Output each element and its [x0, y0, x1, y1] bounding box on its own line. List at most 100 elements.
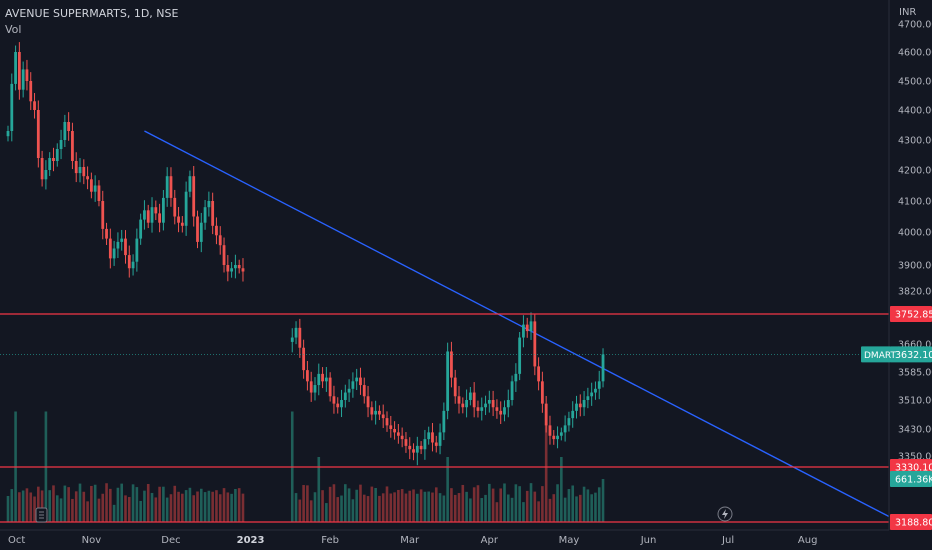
candle-body	[324, 377, 328, 382]
volume-bar	[97, 498, 101, 522]
y-tick-label: 3585.00	[898, 368, 932, 379]
candle-body	[450, 351, 453, 378]
volume-bar	[344, 484, 347, 522]
candle-body	[67, 122, 71, 131]
volume-bar	[480, 498, 484, 522]
candle-body	[457, 396, 461, 404]
candle-body	[582, 400, 586, 408]
y-tick-label: 3430.00	[898, 425, 932, 436]
price-tag-box	[890, 306, 932, 322]
candle-body	[396, 432, 400, 436]
volume-bar	[408, 490, 412, 522]
volume-bar	[298, 499, 302, 522]
candle-body	[370, 407, 374, 415]
event-icon	[35, 507, 48, 523]
volume-bar	[400, 489, 404, 522]
volume-bar	[469, 498, 472, 522]
volume-bar	[52, 485, 55, 522]
candle-body	[173, 197, 177, 217]
volume-indicator-label[interactable]: Vol	[5, 23, 22, 36]
candle-body	[472, 392, 476, 408]
candle-body	[427, 432, 431, 440]
trendline[interactable]	[144, 130, 890, 518]
volume-bar	[188, 487, 192, 522]
price-tag-box	[890, 514, 932, 530]
price-tag-label: 3632.10	[895, 350, 932, 361]
volume-bar	[495, 502, 499, 522]
volume-bar	[325, 503, 328, 522]
volume-bar	[556, 484, 559, 522]
candle-body	[40, 158, 44, 180]
price-tags: 3752.85 3330.10 3188.80 3632.10 661.36K DMART	[861, 306, 932, 530]
candle-body	[317, 373, 321, 386]
candle-body	[423, 439, 427, 450]
volume-bar	[431, 492, 434, 522]
volume-bar	[241, 493, 245, 522]
volume-bar	[416, 493, 419, 522]
volume-bar	[6, 496, 10, 522]
volume-bar	[586, 489, 590, 522]
candle-body	[86, 176, 89, 180]
overlay	[35, 506, 733, 523]
candle-body	[89, 179, 93, 192]
volume-bar	[506, 494, 510, 522]
price-tag-label: 661.36K	[895, 475, 932, 486]
candle-body	[78, 167, 82, 174]
volume-bar	[131, 484, 135, 522]
candle-body	[230, 268, 234, 272]
y-tick-label: 4700.00	[898, 20, 932, 31]
price-tag-label: 3188.80	[895, 518, 932, 529]
x-tick-label: Mar	[400, 535, 420, 546]
candle-body	[506, 400, 510, 408]
volume-bar	[328, 486, 332, 522]
volume-bar	[33, 496, 36, 522]
candle-body	[222, 245, 226, 265]
x-tick-label: Apr	[481, 535, 499, 546]
volume-bar	[317, 457, 321, 522]
candle-body	[203, 207, 207, 223]
volume-bar	[158, 486, 161, 522]
candle-body	[120, 238, 124, 242]
candle-body	[154, 207, 158, 214]
candle-body	[446, 351, 450, 411]
candle-body	[389, 425, 393, 429]
volume-bar	[476, 485, 480, 522]
volume-bar	[162, 486, 165, 522]
volume-bar	[226, 492, 230, 522]
lightning-icon	[717, 506, 733, 522]
y-tick-label: 3660.00	[898, 340, 932, 351]
volume-bar	[78, 483, 82, 522]
candle-body	[165, 176, 169, 198]
volume-bar	[207, 490, 211, 522]
volume-bar	[169, 494, 173, 522]
price-tag-box	[890, 459, 932, 475]
candle-body	[412, 449, 415, 453]
candle-body	[347, 388, 351, 393]
candle-body	[544, 403, 548, 426]
candle-body	[487, 400, 491, 404]
volume-bar	[427, 491, 430, 522]
volume-bar	[446, 457, 449, 522]
time-axis[interactable]: Oct Nov Dec 2023 Feb Mar Apr May Jun Jul Aug	[0, 529, 889, 546]
x-tick-label: May	[559, 535, 580, 546]
volume-bar	[412, 489, 415, 522]
candle-body	[71, 131, 74, 161]
volume-bar	[302, 485, 305, 522]
candle-body	[597, 381, 601, 389]
volume-bar	[184, 490, 188, 522]
candle-body	[343, 392, 347, 400]
volume-bar	[389, 493, 393, 522]
volume-bar	[597, 487, 601, 522]
price-tag-box	[890, 346, 932, 363]
candle-body	[575, 403, 578, 411]
price-tag-box	[890, 471, 932, 488]
volume-bar	[582, 486, 586, 522]
candle-body	[158, 213, 161, 223]
candle-body	[552, 435, 556, 440]
price-axis[interactable]: INR 3350.00 3430.00 3510.00 3585.00 3660.00 38…	[888, 0, 932, 530]
candle-body	[313, 385, 317, 393]
volume-bar	[525, 490, 529, 522]
candle-body	[408, 445, 412, 450]
candle-body	[586, 396, 590, 400]
